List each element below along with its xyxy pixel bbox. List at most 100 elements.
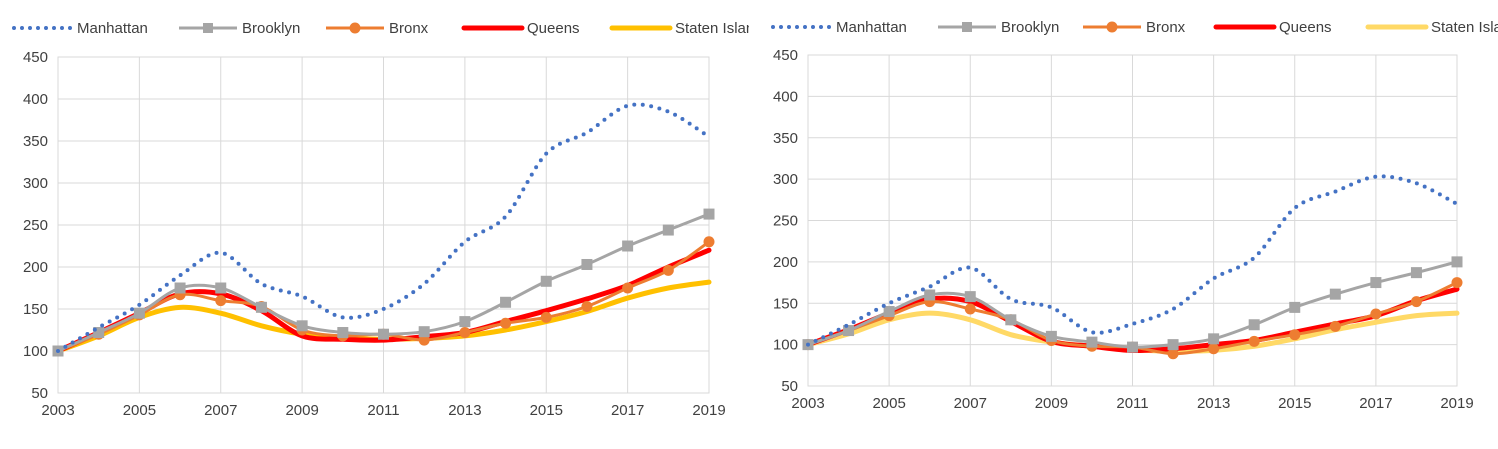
series-line: [56, 102, 711, 353]
x-tick-label: 2017: [1359, 395, 1392, 412]
data-point: [1167, 339, 1179, 351]
x-tick-label: 2005: [123, 402, 156, 419]
data-point: [378, 328, 389, 340]
legend-label: Staten Island: [1431, 19, 1498, 36]
y-tick-label: 250: [773, 213, 798, 230]
data-point: [843, 325, 855, 337]
legend-label: Queens: [527, 20, 580, 37]
data-point: [540, 275, 552, 287]
data-point: [93, 327, 105, 339]
y-tick-label: 150: [23, 301, 48, 318]
data-point: [1248, 335, 1260, 347]
data-point: [418, 326, 430, 338]
y-tick-label: 150: [773, 295, 798, 312]
legend-marker: [962, 22, 972, 32]
x-tick-label: 2017: [611, 402, 644, 419]
series-brooklyn: [52, 208, 715, 357]
plot-area: [807, 54, 1458, 387]
data-point: [1289, 301, 1301, 313]
x-tick-label: 2015: [530, 402, 563, 419]
legend-item-manhattan: Manhattan: [12, 20, 148, 37]
y-tick-label: 400: [773, 88, 798, 105]
y-axis-labels: 50 100 150 200 250 300 350 400 450: [773, 47, 798, 395]
legend-item-bronx: Bronx: [326, 20, 429, 37]
y-tick-label: 200: [23, 259, 48, 276]
legend-marker: [203, 23, 213, 33]
legend-label: Bronx: [389, 20, 429, 37]
legend-item-bronx: Bronx: [1083, 19, 1186, 36]
data-point: [1045, 330, 1057, 342]
gridlines: [57, 56, 710, 394]
data-point: [1370, 308, 1382, 320]
y-tick-label: 100: [773, 337, 798, 354]
x-tick-label: 2011: [1116, 395, 1148, 412]
x-axis-labels: 2003 2005 2007 2009 2011 2013 2015 2017 2019: [791, 395, 1473, 412]
data-point: [1451, 277, 1463, 289]
data-point: [703, 236, 715, 248]
legend-item-queens: Queens: [461, 20, 580, 37]
data-point: [459, 316, 471, 328]
data-point: [1127, 341, 1138, 353]
legend-item-queens: Queens: [1213, 19, 1332, 36]
plot-area: [57, 56, 710, 394]
chart-right: Manhattan Brooklyn Bronx Queens Staten Islan…: [771, 19, 1498, 412]
x-tick-label: 2013: [1197, 395, 1230, 412]
chart-left: Manhattan Brooklyn Bronx Queens Staten Islan…: [12, 20, 749, 419]
series-group: [52, 102, 715, 357]
legend-item-brooklyn: Brooklyn: [179, 20, 300, 37]
data-point: [964, 291, 976, 303]
legend: Manhattan Brooklyn Bronx Queens Staten Islan…: [12, 20, 749, 37]
data-point: [883, 306, 895, 318]
series-manhattan: [56, 102, 711, 353]
data-point: [337, 327, 349, 339]
y-tick-label: 300: [23, 175, 48, 192]
y-axis-labels: 50 100 150 200 250 300 350 400 450: [23, 49, 48, 402]
data-point: [703, 208, 715, 220]
legend-label: Bronx: [1146, 19, 1186, 36]
data-point: [964, 303, 976, 315]
series-manhattan: [806, 174, 1459, 347]
data-point: [1329, 288, 1341, 300]
data-point: [296, 320, 308, 332]
x-tick-label: 2019: [1440, 395, 1473, 412]
legend-label: Manhattan: [77, 20, 148, 37]
data-point: [1410, 267, 1422, 279]
data-point: [1410, 296, 1422, 308]
data-point: [215, 282, 227, 294]
y-tick-label: 450: [23, 49, 48, 66]
x-tick-label: 2015: [1278, 395, 1311, 412]
x-tick-label: 2013: [448, 402, 481, 419]
data-point: [1208, 333, 1220, 345]
data-point: [622, 240, 634, 252]
y-tick-label: 50: [781, 378, 798, 395]
x-tick-label: 2007: [954, 395, 987, 412]
legend: Manhattan Brooklyn Bronx Queens Staten Islan…: [771, 19, 1498, 36]
data-point: [1451, 256, 1463, 268]
x-tick-label: 2005: [872, 395, 905, 412]
data-point: [215, 295, 227, 307]
x-tick-label: 2019: [692, 402, 725, 419]
data-point: [459, 327, 471, 339]
legend-item-staten-island: Staten Island: [1365, 19, 1498, 36]
y-tick-label: 250: [23, 217, 48, 234]
data-point: [255, 301, 267, 313]
data-point: [1248, 319, 1260, 331]
data-point: [500, 296, 512, 308]
legend-label: Brooklyn: [1001, 19, 1059, 36]
legend-marker: [349, 22, 361, 34]
y-tick-label: 200: [773, 254, 798, 271]
y-tick-label: 350: [773, 130, 798, 147]
y-tick-label: 400: [23, 91, 48, 108]
data-point: [581, 300, 593, 312]
x-tick-label: 2009: [1035, 395, 1068, 412]
x-tick-label: 2011: [367, 402, 399, 419]
data-point: [662, 224, 674, 236]
legend-label: Queens: [1279, 19, 1332, 36]
y-tick-label: 100: [23, 343, 48, 360]
data-point: [540, 311, 552, 323]
data-point: [662, 264, 674, 276]
data-point: [1208, 343, 1220, 355]
data-point: [133, 307, 145, 319]
series-line: [806, 174, 1459, 347]
x-tick-label: 2003: [41, 402, 74, 419]
